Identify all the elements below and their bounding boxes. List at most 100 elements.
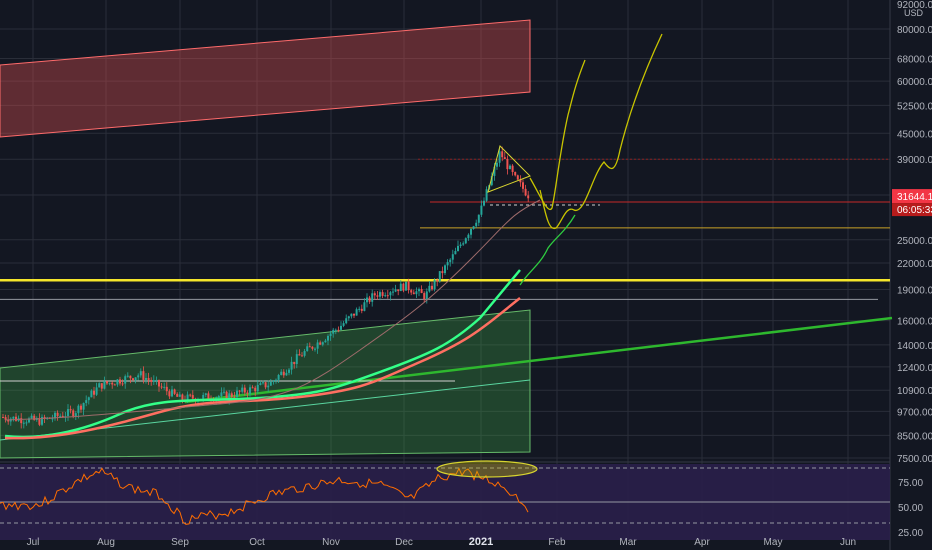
candle [207,391,210,400]
candle [251,385,254,389]
moving-averages [4,199,541,440]
price-axis-top-label: 92000.00 [897,0,932,11]
candle-body [33,415,36,420]
candle-body [345,318,348,324]
candle-body [451,254,454,260]
candle [272,380,275,385]
candle [459,242,462,248]
candle-body [303,351,306,356]
candle [347,315,350,321]
ma-fast-line [4,269,521,439]
candle-body [100,383,103,389]
candle-body [438,271,441,282]
candle [410,288,413,296]
candle [111,381,114,389]
candle [420,285,423,294]
candle-body [228,393,231,400]
candle-body [384,295,387,297]
candle [373,291,376,300]
candle-body [4,417,7,420]
candle-body [376,295,379,297]
candle-body [454,251,457,255]
candle [415,287,418,298]
candle-body [397,289,400,292]
candle-body [69,409,72,411]
candle-body [207,393,210,400]
time-tick-label: Dec [395,537,413,548]
candle [132,377,134,382]
candle-body [189,394,192,396]
time-tick-label: May [764,537,783,548]
price-tick-label: 45000.00 [897,129,932,140]
time-tick-label: Mar [619,537,637,548]
candle [324,338,327,343]
candle-body [402,283,405,291]
candle [457,240,459,252]
ma-slow-line [4,297,521,440]
candle [126,372,129,378]
candle [379,290,381,301]
candle [95,382,98,396]
candle [15,413,17,422]
candle [171,385,173,398]
candle [303,349,306,358]
candle-body [340,325,342,330]
candle [389,290,392,301]
candle-body [28,418,30,423]
candle [160,382,163,390]
candle [282,369,285,378]
candle [204,392,207,398]
candle [384,292,387,298]
candle [85,395,88,407]
candle [332,327,335,338]
candle [189,393,192,397]
time-tick-label: Jun [840,537,856,548]
horizontal-levels [0,158,890,300]
candle [74,411,77,421]
candle-body [428,285,431,292]
candle [275,378,277,384]
candle-body [483,200,485,206]
countdown-badge [892,203,932,217]
candle [163,382,166,390]
candle-body [511,165,514,173]
candle-body [272,380,275,382]
candle-body [259,383,262,385]
candle [142,366,145,384]
candle-body [519,179,522,183]
projection-path-a [529,59,586,211]
candle-body [56,412,59,417]
candle-body [389,292,392,296]
candle-body [103,381,106,389]
candle [464,237,467,245]
candle-body [204,393,207,395]
candle-body [418,289,420,292]
candle-body [59,415,62,417]
candle-body [407,281,410,291]
candle [433,278,436,292]
candle [147,372,150,385]
candle-body [134,377,137,381]
candle [106,380,108,385]
candle-body [178,394,181,397]
candle [446,259,449,270]
candle-body [82,402,85,410]
candle-body [186,394,189,401]
candle-body [87,397,90,401]
candle [467,233,470,241]
candle [509,164,511,170]
candle [501,146,504,162]
candle [220,387,223,399]
candle [41,414,43,427]
candle [503,151,506,160]
candle [306,343,309,352]
candle-body [524,188,527,196]
candle [381,289,384,299]
rsi-tick-label: 25.00 [898,528,923,539]
candle [259,380,262,386]
candle [22,420,25,429]
candle [28,416,30,424]
candle-body [139,371,142,376]
projection-ma-extension [519,214,576,286]
